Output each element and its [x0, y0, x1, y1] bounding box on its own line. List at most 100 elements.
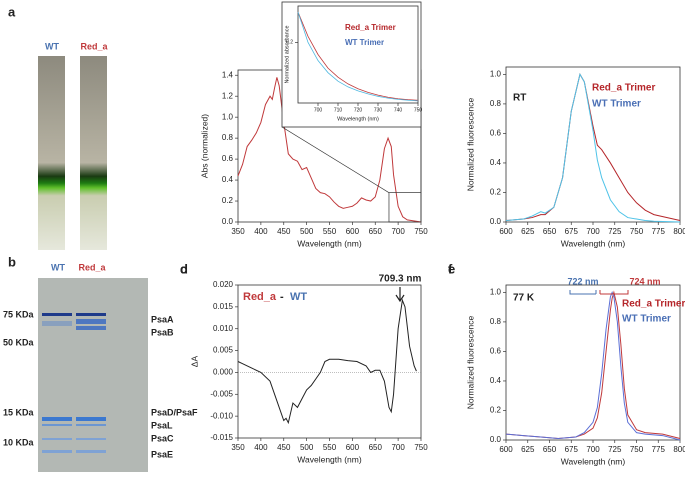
- y-axis-label: Normalized absorbance: [284, 25, 290, 83]
- x-tick-label: 625: [521, 445, 535, 454]
- x-tick-label: 800: [673, 227, 685, 236]
- tube-photo: [38, 56, 65, 250]
- y-tick-label: 0.2: [490, 406, 502, 415]
- band-label: PsaL: [151, 420, 173, 430]
- x-tick-label: 650: [543, 445, 557, 454]
- x-tick-label: 600: [346, 443, 360, 452]
- band-label: PsaC: [151, 433, 174, 443]
- x-tick-label: 450: [277, 227, 291, 236]
- y-tick-label: -0.015: [210, 433, 233, 442]
- y-tick-label: 0.2: [490, 188, 502, 197]
- panel-letter: d: [180, 261, 188, 276]
- y-tick-label: 0.6: [490, 129, 502, 138]
- lane-label: Red_a: [78, 262, 106, 272]
- x-tick-label: 720: [354, 107, 363, 113]
- y-tick-label: 0.2: [286, 40, 293, 46]
- panel-letter: c: [180, 261, 187, 276]
- y-tick-label: 0.8: [222, 133, 234, 142]
- x-tick-label: 750: [414, 227, 428, 236]
- x-tick-label: 650: [543, 227, 557, 236]
- x-tick-label: 700: [391, 443, 405, 452]
- marker-label: 10 KDa: [3, 437, 35, 447]
- x-tick-label: 350: [231, 227, 245, 236]
- x-tick-label: 650: [369, 227, 383, 236]
- x-axis-label: Wavelength (nm): [337, 116, 379, 122]
- y-tick-label: 1.2: [222, 91, 234, 100]
- x-tick-label: 700: [391, 227, 405, 236]
- x-tick-label: 775: [652, 227, 666, 236]
- x-tick-label: 500: [300, 443, 314, 452]
- y-tick-label: 0.005: [213, 346, 234, 355]
- legend-entry: Red_a Trimer: [622, 299, 685, 310]
- marker-label: 75 KDa: [3, 309, 35, 319]
- y-tick-label: 0.4: [222, 175, 234, 184]
- y-tick-label: 0.8: [490, 317, 502, 326]
- series-line: [237, 77, 422, 223]
- x-tick-label: 750: [414, 107, 423, 113]
- title-part: WT: [290, 291, 307, 303]
- band-label: PsaA: [151, 314, 174, 324]
- x-tick-label: 725: [608, 227, 622, 236]
- y-tick-label: 0.8: [490, 99, 502, 108]
- condition: 77 K: [513, 293, 535, 304]
- x-axis-label: Wavelength (nm): [561, 456, 626, 466]
- x-tick-label: 710: [334, 107, 343, 113]
- y-tick-label: 0.6: [222, 154, 234, 163]
- y-axis-label: Normalized fluorescence: [465, 315, 475, 409]
- panel-letter: b: [8, 254, 16, 269]
- y-tick-label: 1.0: [222, 112, 234, 121]
- legend-entry: Red_a Trimer: [592, 83, 655, 94]
- gel-photo: [38, 278, 148, 472]
- x-tick-label: 750: [630, 445, 644, 454]
- marker-label: 15 KDa: [3, 407, 35, 417]
- legend-entry: WT Trimer: [592, 99, 641, 110]
- x-tick-label: 740: [394, 107, 403, 113]
- y-tick-label: 0.015: [213, 302, 234, 311]
- y-tick-label: -0.005: [210, 389, 233, 398]
- bracket: [569, 290, 597, 295]
- series-line: [505, 73, 681, 222]
- y-axis-label: ΔA: [189, 356, 199, 368]
- title-part: Red_a: [243, 291, 277, 303]
- series-line: [297, 11, 419, 101]
- bracket: [599, 290, 629, 295]
- series-line: [237, 298, 417, 425]
- x-tick-label: 800: [673, 445, 685, 454]
- x-tick-label: 650: [369, 443, 383, 452]
- lane-label: Red_a: [80, 41, 108, 51]
- lane-label: WT: [51, 262, 65, 272]
- x-tick-label: 400: [254, 227, 268, 236]
- annotation: 709.3 nm: [379, 274, 422, 285]
- x-tick-label: 750: [630, 227, 644, 236]
- y-tick-label: 1.4: [222, 70, 234, 79]
- panel-letter: a: [8, 4, 16, 19]
- title-part: -: [280, 291, 284, 303]
- series-line: [297, 11, 419, 102]
- x-tick-label: 625: [521, 227, 535, 236]
- x-tick-label: 675: [565, 227, 579, 236]
- annotation: 724 nm: [629, 276, 660, 286]
- y-tick-label: 0.2: [222, 196, 234, 205]
- y-axis-label: Normalized fluorescence: [465, 97, 475, 191]
- y-tick-label: -0.010: [210, 411, 233, 420]
- x-tick-label: 350: [231, 443, 245, 452]
- y-tick-label: 0.0: [490, 217, 502, 226]
- arrow: [395, 287, 405, 303]
- x-axis-label: Wavelength (nm): [297, 238, 362, 248]
- y-tick-label: 0.0: [490, 435, 502, 444]
- legend-entry: WT Trimer: [345, 38, 384, 47]
- x-tick-label: 725: [608, 445, 622, 454]
- tube-photo: [80, 56, 107, 250]
- x-tick-label: 700: [314, 107, 323, 113]
- x-axis-label: Wavelength (nm): [561, 238, 626, 248]
- x-tick-label: 600: [499, 227, 513, 236]
- y-tick-label: 0.010: [213, 324, 234, 333]
- band-label: PsaB: [151, 327, 174, 337]
- y-tick-label: 1.0: [490, 69, 502, 78]
- x-tick-label: 450: [277, 443, 291, 452]
- x-tick-label: 675: [565, 445, 579, 454]
- x-tick-label: 550: [323, 443, 337, 452]
- zoom-line: [281, 126, 390, 193]
- inset-box: [281, 1, 422, 128]
